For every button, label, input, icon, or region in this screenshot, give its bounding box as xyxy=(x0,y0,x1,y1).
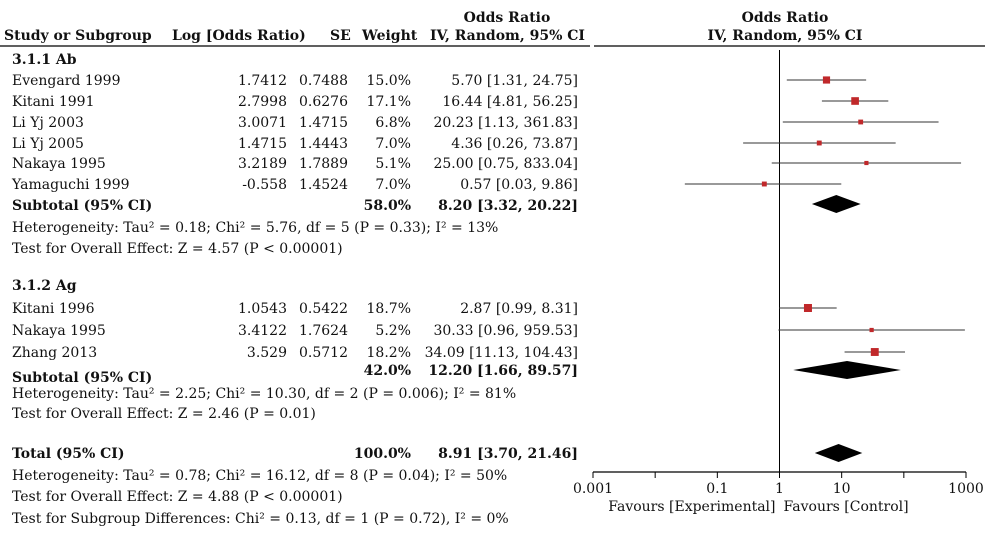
study-name: Nakaya 1995 xyxy=(12,323,106,339)
pooled-diamond xyxy=(793,361,901,379)
pooled-diamond xyxy=(811,195,861,213)
study-name: Yamaguchi 1999 xyxy=(12,177,130,193)
log-or-value: 3.529 xyxy=(246,345,287,361)
weight-value: 7.0% xyxy=(375,136,411,152)
log-or-value: 3.4122 xyxy=(238,323,287,339)
weight-value: 5.1% xyxy=(375,156,411,172)
log-or-value: 1.4715 xyxy=(238,136,287,152)
subgroup-differences-text: Test for Subgroup Differences: Chi² = 0.… xyxy=(12,511,509,527)
ci-text: 2.87 [0.99, 8.31] xyxy=(460,301,578,317)
weight-value: 18.7% xyxy=(366,301,411,317)
subtotal-ci-text: 12.20 [1.66, 89.57] xyxy=(428,363,578,379)
ci-text: 20.23 [1.13, 361.83] xyxy=(433,115,578,131)
weight-value: 18.2% xyxy=(366,345,411,361)
total-heterogeneity-text: Heterogeneity: Tau² = 0.78; Chi² = 16.12… xyxy=(12,468,508,484)
weight-value: 17.1% xyxy=(366,94,411,110)
point-estimate xyxy=(761,181,767,187)
study-name: Li Yj 2005 xyxy=(12,136,84,152)
study-name: Kitani 1991 xyxy=(12,94,95,110)
subtotal-ci-text: 8.20 [3.32, 20.22] xyxy=(438,198,578,214)
point-estimate xyxy=(858,119,864,125)
heterogeneity-text: Heterogeneity: Tau² = 2.25; Chi² = 10.30… xyxy=(12,386,517,402)
point-estimate xyxy=(803,303,812,313)
study-name: Kitani 1996 xyxy=(12,301,95,317)
header-or-line2: IV, Random, 95% CI xyxy=(430,28,585,44)
study-name: Li Yj 2003 xyxy=(12,115,84,131)
favours-right-label: Favours [Control] xyxy=(784,499,909,515)
se-value: 0.7488 xyxy=(299,73,348,89)
se-value: 0.5422 xyxy=(299,301,348,317)
subtotal-weight: 42.0% xyxy=(363,363,411,379)
subtotal-weight: 58.0% xyxy=(363,198,411,214)
study-name: Nakaya 1995 xyxy=(12,156,106,172)
point-estimate xyxy=(870,348,879,356)
subtotal-label: Subtotal (95% CI) xyxy=(12,198,153,214)
log-or-value: -0.558 xyxy=(242,177,287,193)
total-overall-effect-text: Test for Overall Effect: Z = 4.88 (P < 0… xyxy=(12,489,343,505)
ci-text: 34.09 [11.13, 104.43] xyxy=(424,345,578,361)
se-value: 1.4524 xyxy=(299,177,348,193)
se-value: 0.5712 xyxy=(299,345,348,361)
x-tick-label: 0.1 xyxy=(706,481,728,497)
weight-value: 15.0% xyxy=(366,73,411,89)
overall-effect-text: Test for Overall Effect: Z = 2.46 (P = 0… xyxy=(12,406,316,422)
weight-value: 5.2% xyxy=(375,323,411,339)
log-or-value: 1.0543 xyxy=(238,301,287,317)
header-or-line1: Odds Ratio xyxy=(463,10,551,26)
header-weight: Weight xyxy=(362,28,418,44)
group-title: 3.1.2 Ag xyxy=(12,278,77,294)
point-estimate xyxy=(822,76,831,84)
se-value: 1.4443 xyxy=(299,136,348,152)
favours-left-label: Favours [Experimental] xyxy=(608,499,775,515)
weight-value: 7.0% xyxy=(375,177,411,193)
x-tick-label: 1 xyxy=(775,481,784,497)
study-name: Evengard 1999 xyxy=(12,73,121,89)
point-estimate xyxy=(851,97,859,105)
log-or-value: 3.2189 xyxy=(238,156,287,172)
header-study: Study or Subgroup xyxy=(4,28,152,44)
se-value: 1.7889 xyxy=(299,156,348,172)
heterogeneity-text: Heterogeneity: Tau² = 0.18; Chi² = 5.76,… xyxy=(12,220,499,236)
weight-value: 6.8% xyxy=(375,115,411,131)
se-value: 1.7624 xyxy=(299,323,348,339)
log-or-value: 1.7412 xyxy=(238,73,287,89)
x-tick-label: 0.001 xyxy=(573,481,613,497)
overall-effect-text: Test for Overall Effect: Z = 4.57 (P < 0… xyxy=(12,241,343,257)
ci-text: 4.36 [0.26, 73.87] xyxy=(451,136,578,152)
header-log-or: Log [Odds Ratio) xyxy=(172,28,306,44)
se-value: 1.4715 xyxy=(299,115,348,131)
point-estimate xyxy=(869,327,874,333)
ci-text: 30.33 [0.96, 959.53] xyxy=(433,323,578,339)
header-plot-line1: Odds Ratio xyxy=(741,10,829,26)
se-value: 0.6276 xyxy=(299,94,348,110)
ci-text: 0.57 [0.03, 9.86] xyxy=(460,177,578,193)
x-tick-label: 10 xyxy=(833,481,851,497)
log-or-value: 2.7998 xyxy=(238,94,287,110)
group-title: 3.1.1 Ab xyxy=(12,52,77,68)
study-name: Zhang 2013 xyxy=(12,345,98,361)
ci-text: 16.44 [4.81, 56.25] xyxy=(442,94,578,110)
point-estimate xyxy=(864,160,869,166)
x-tick-label: 1000 xyxy=(948,481,984,497)
total-weight: 100.0% xyxy=(353,446,411,462)
header-plot-line2: IV, Random, 95% CI xyxy=(707,28,863,44)
total-ci-text: 8.91 [3.70, 21.46] xyxy=(438,446,578,462)
header-se: SE xyxy=(330,28,351,44)
ci-text: 5.70 [1.31, 24.75] xyxy=(451,73,578,89)
log-or-value: 3.0071 xyxy=(238,115,287,131)
total-label: Total (95% CI) xyxy=(12,446,125,462)
subtotal-label: Subtotal (95% CI) xyxy=(12,370,153,386)
pooled-diamond xyxy=(814,444,863,462)
ci-text: 25.00 [0.75, 833.04] xyxy=(433,156,578,172)
point-estimate xyxy=(816,140,822,146)
